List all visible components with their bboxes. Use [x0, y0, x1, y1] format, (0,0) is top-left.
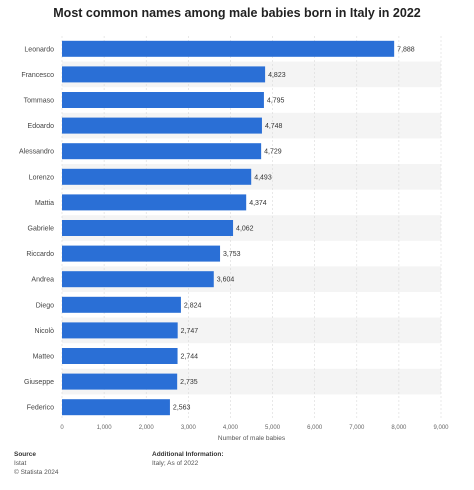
category-label: Riccardo: [26, 251, 54, 258]
value-label: 3,604: [217, 277, 235, 284]
bar: [62, 143, 262, 160]
category-label: Alessandro: [19, 149, 54, 156]
value-label: 4,795: [267, 98, 285, 105]
x-tick-label: 3,000: [181, 425, 197, 431]
x-tick-label: 2,000: [139, 425, 155, 431]
x-tick-label: 8,000: [391, 425, 407, 431]
category-label: Leonardo: [24, 46, 54, 53]
source-line-istat: Istat: [14, 460, 27, 467]
value-label: 4,823: [268, 72, 286, 79]
value-label: 3,753: [223, 251, 241, 258]
category-labels: Leonardo Francesco Tommaso Edoardo Alessandr…: [19, 46, 54, 411]
category-label: Tommaso: [24, 98, 54, 105]
bar: [62, 92, 264, 108]
bar: [62, 66, 266, 83]
x-tick-label: 1,000: [97, 425, 113, 431]
bar: [62, 40, 395, 57]
bar: [62, 373, 178, 390]
additional-info-line: Italy; As of 2022: [152, 460, 199, 467]
category-label: Mattia: [35, 200, 54, 207]
bar: [62, 399, 170, 416]
x-tick-label: 7,000: [349, 425, 365, 431]
x-axis-title: Number of male babies: [218, 435, 286, 442]
category-label: Edoardo: [28, 123, 55, 130]
category-label: Lorenzo: [29, 174, 54, 181]
bar: [62, 194, 247, 211]
value-label: 2,563: [173, 405, 191, 412]
value-labels: 7,888 4,823 4,795 4,748 4,729 4,493 4,374 4,062…: [173, 46, 415, 411]
x-tick-label: 0: [60, 425, 64, 431]
category-label: Gabriele: [28, 226, 55, 233]
x-tick-label: 5,000: [265, 425, 281, 431]
category-label: Giuseppe: [24, 379, 54, 386]
x-tick-label: 4,000: [223, 425, 239, 431]
category-label: Nicolò: [35, 328, 55, 335]
source-block: Source Istat © Statista 2024: [14, 450, 59, 477]
value-label: 2,824: [184, 302, 202, 309]
value-label: 4,062: [236, 226, 254, 233]
value-label: 4,748: [265, 123, 283, 130]
bar: [62, 117, 262, 134]
value-label: 2,744: [181, 354, 199, 361]
value-label: 7,888: [397, 46, 415, 53]
value-label: 2,735: [180, 379, 198, 386]
value-label: 4,493: [254, 174, 272, 181]
bar: [62, 348, 178, 364]
category-label: Matteo: [33, 354, 55, 361]
source-heading: Source: [14, 451, 37, 458]
value-label: 2,747: [181, 328, 199, 335]
bar: [62, 168, 252, 185]
bar: [62, 322, 178, 339]
x-tick-label: 6,000: [307, 425, 323, 431]
bar-chart: Leonardo Francesco Tommaso Edoardo Alessandr…: [19, 36, 449, 442]
bar: [62, 220, 234, 236]
x-tick-labels: 0 1,000 2,000 3,000 4,000 5,000 6,000 7,000 8,00…: [60, 425, 449, 431]
chart-title: Most common names among male babies born…: [53, 6, 421, 20]
bars: [62, 40, 395, 416]
category-label: Federico: [27, 405, 54, 412]
category-label: Andrea: [31, 277, 54, 284]
source-line-copyright: © Statista 2024: [14, 469, 59, 476]
additional-info-block: Additional Information: Italy; As of 202…: [152, 450, 224, 468]
category-label: Diego: [36, 302, 54, 309]
value-label: 4,729: [264, 149, 282, 156]
bar: [62, 296, 181, 313]
category-label: Francesco: [21, 72, 54, 79]
bar: [62, 245, 221, 262]
x-tick-label: 9,000: [433, 425, 449, 431]
additional-info-heading: Additional Information:: [152, 451, 224, 458]
bar: [62, 271, 214, 288]
value-label: 4,374: [249, 200, 267, 207]
